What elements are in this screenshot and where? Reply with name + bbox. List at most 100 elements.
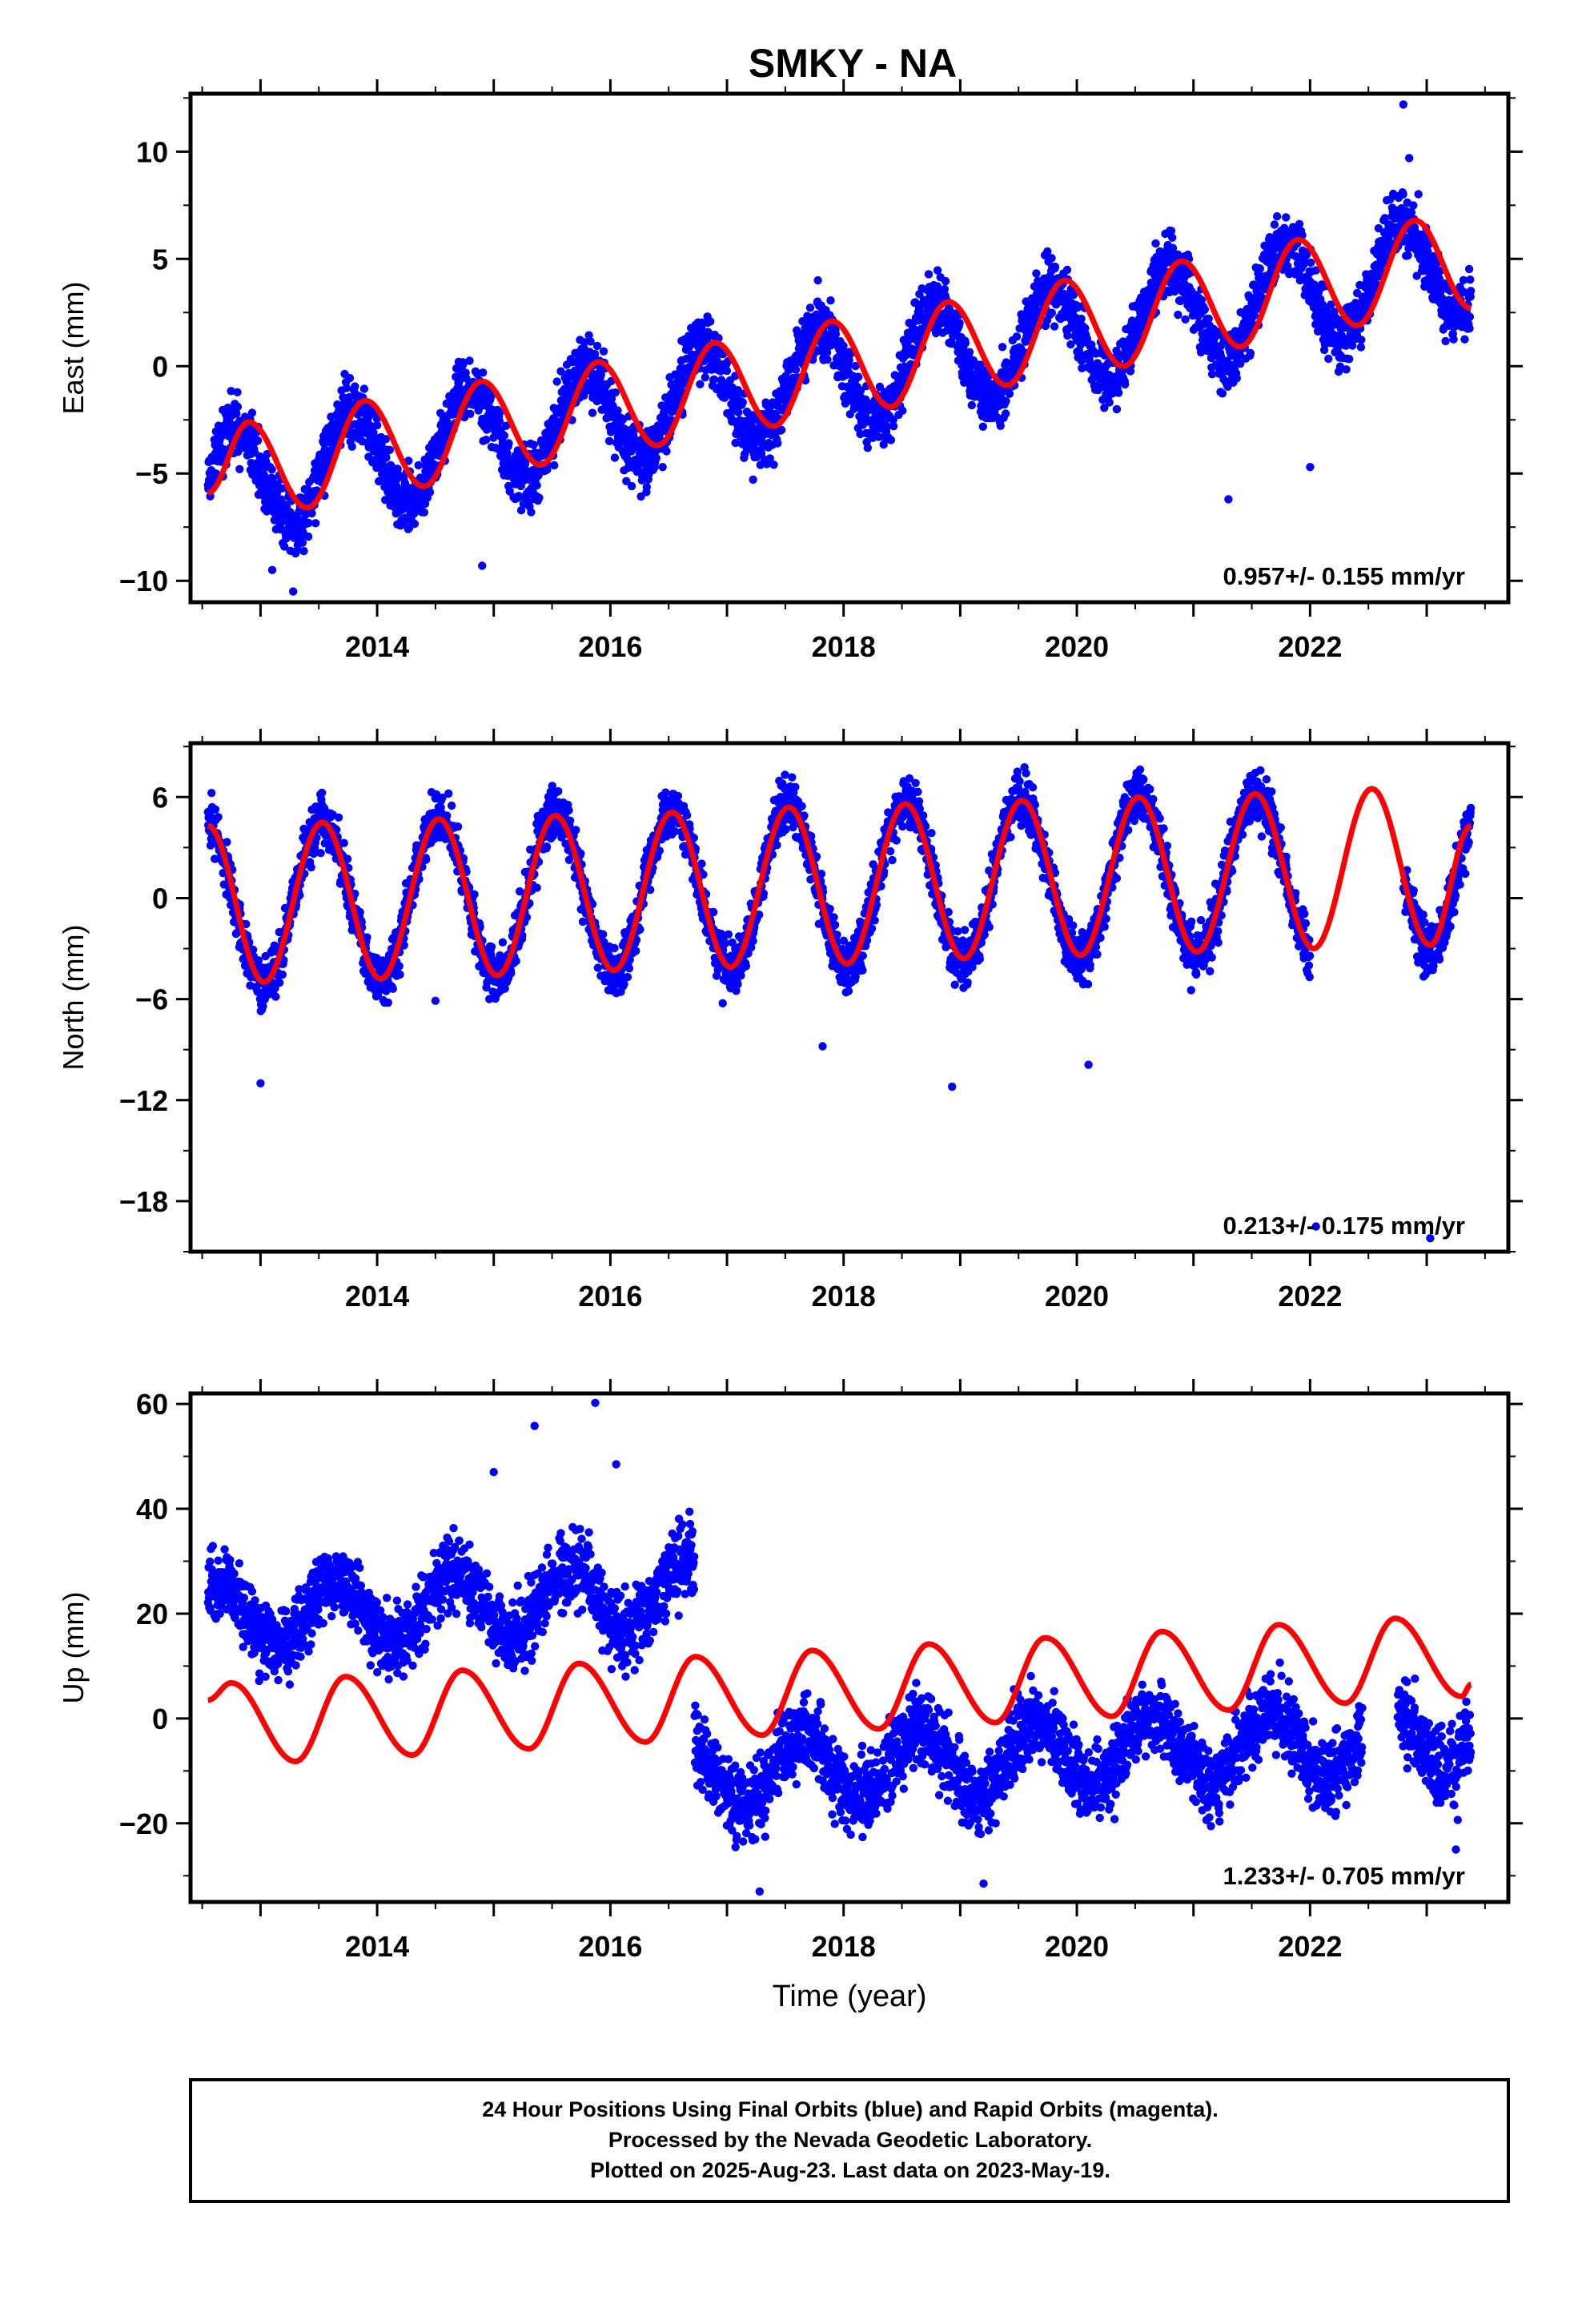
data-point — [235, 464, 244, 473]
data-point — [1002, 396, 1010, 406]
data-point — [791, 365, 801, 374]
outlier-point — [478, 561, 487, 570]
data-point — [278, 970, 287, 979]
data-point — [1282, 213, 1291, 222]
data-point — [642, 483, 651, 492]
data-point — [381, 435, 391, 444]
data-point — [1200, 305, 1210, 314]
data-point — [382, 453, 391, 462]
data-point — [304, 518, 313, 528]
data-point — [1272, 212, 1282, 221]
data-point — [1181, 315, 1190, 324]
data-point — [1063, 331, 1072, 340]
data-point — [738, 398, 747, 407]
data-point — [388, 984, 397, 993]
data-point — [1121, 380, 1130, 389]
data-point — [527, 508, 536, 517]
data-point — [1409, 201, 1418, 210]
data-point — [373, 420, 382, 430]
data-point — [395, 962, 404, 971]
y-tick-label: 5 — [152, 243, 168, 275]
data-point — [550, 460, 559, 470]
data-point — [831, 330, 841, 339]
data-point — [1005, 389, 1014, 398]
data-point — [898, 406, 907, 415]
data-point — [459, 360, 468, 369]
x-tick-label: 2018 — [812, 630, 876, 663]
data-point — [839, 341, 848, 350]
data-point — [299, 546, 308, 556]
data-point — [1399, 190, 1407, 199]
data-point — [1032, 269, 1041, 278]
outlier-point — [289, 587, 298, 596]
data-point — [1050, 322, 1059, 331]
data-point — [1204, 314, 1213, 324]
data-point — [1449, 335, 1458, 344]
data-point — [504, 439, 513, 448]
data-point — [709, 375, 719, 384]
outlier-point — [1306, 463, 1315, 472]
data-point — [263, 449, 271, 459]
data-point — [967, 400, 977, 410]
data-point — [307, 509, 316, 518]
data-point — [599, 347, 608, 356]
data-point — [311, 519, 320, 528]
x-tick-label: 2020 — [1045, 630, 1109, 663]
data-point — [1441, 336, 1450, 346]
data-point — [410, 519, 420, 529]
data-point — [233, 388, 242, 396]
data-point — [383, 998, 392, 1007]
outlier-point — [267, 565, 277, 574]
data-point — [227, 387, 235, 396]
data-point — [706, 317, 715, 326]
data-point — [1077, 314, 1086, 324]
data-point — [1356, 343, 1366, 352]
data-point — [447, 801, 456, 810]
data-point — [1414, 190, 1423, 199]
data-point — [941, 276, 950, 286]
data-point — [1466, 287, 1476, 296]
data-point — [769, 460, 778, 469]
data-point — [1465, 324, 1474, 333]
data-point — [1295, 219, 1304, 228]
data-point — [978, 422, 988, 431]
data-point — [961, 339, 970, 348]
data-point — [316, 849, 325, 858]
y-tick-label: −5 — [135, 457, 168, 490]
observation-points — [203, 763, 1476, 1243]
y-axis-label: East (mm) — [57, 282, 90, 415]
outlier-point — [1399, 100, 1408, 109]
data-point — [444, 789, 453, 798]
data-point — [627, 481, 636, 491]
data-point — [498, 938, 508, 947]
data-point — [496, 408, 504, 417]
data-point — [658, 463, 667, 472]
data-point — [535, 493, 544, 502]
data-point — [863, 444, 873, 452]
data-point — [998, 343, 1007, 352]
data-point — [1324, 354, 1333, 364]
data-point — [385, 445, 394, 454]
data-point — [400, 478, 410, 488]
data-point — [823, 355, 832, 364]
data-point — [487, 392, 496, 401]
data-point — [359, 384, 369, 393]
data-point — [610, 453, 620, 462]
x-tick-label: 2014 — [345, 630, 409, 663]
data-point — [662, 447, 671, 456]
data-point — [1342, 365, 1351, 374]
data-point — [854, 372, 863, 381]
data-point — [277, 484, 287, 493]
data-point — [588, 408, 597, 417]
data-point — [345, 373, 355, 383]
data-point — [339, 838, 348, 847]
data-point — [529, 440, 538, 449]
data-point — [318, 788, 327, 798]
data-point — [379, 460, 387, 468]
data-point — [889, 422, 898, 431]
data-point — [462, 374, 471, 383]
data-point — [886, 436, 896, 444]
data-point — [351, 382, 359, 391]
data-point — [453, 822, 463, 831]
